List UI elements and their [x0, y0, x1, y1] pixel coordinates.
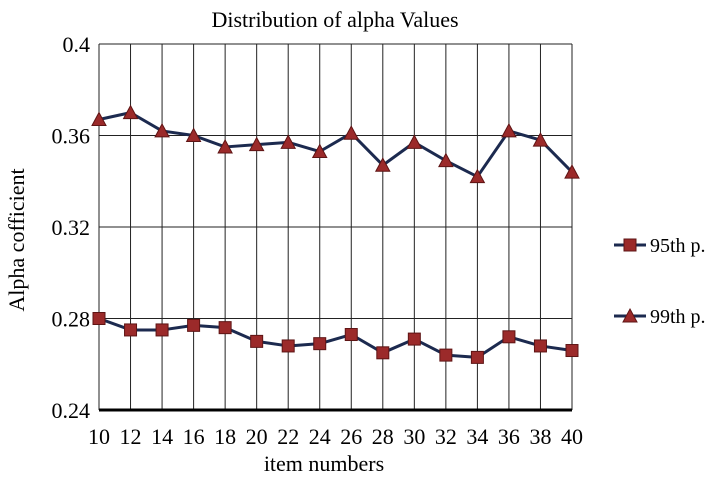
series-2 [91, 104, 580, 184]
data-point [313, 337, 327, 351]
data-point [92, 312, 106, 325]
y-tick-label: 0.4 [63, 32, 91, 57]
x-tick-label: 20 [246, 424, 268, 449]
grid [98, 43, 573, 410]
series-line [98, 111, 574, 179]
series-line [98, 317, 573, 359]
data-point [374, 157, 391, 172]
y-tick-label: 0.24 [52, 398, 91, 423]
data-point [122, 104, 139, 120]
data-point [124, 323, 138, 337]
data-point [344, 328, 358, 342]
data-point [376, 346, 390, 360]
data-point [564, 164, 580, 179]
legend-item: 99th p. [614, 306, 706, 328]
y-tick-label: 0.28 [52, 307, 91, 332]
legend-marker [622, 307, 638, 323]
data-point [470, 350, 484, 364]
x-tick-label: 16 [183, 424, 205, 449]
x-tick-label: 40 [561, 424, 583, 449]
legend-item: 95th p. [614, 235, 706, 257]
data-point [343, 125, 360, 140]
y-tick-label: 0.32 [52, 215, 91, 240]
chart-title: Distribution of alpha Values [211, 7, 458, 32]
data-point [185, 127, 202, 142]
x-tick-label: 22 [277, 424, 299, 449]
x-tick-label: 38 [529, 424, 551, 449]
data-point [217, 138, 233, 154]
data-point [406, 134, 423, 149]
x-tick-label: 36 [498, 424, 520, 449]
x-tick-label: 18 [214, 424, 236, 449]
data-point [439, 348, 453, 362]
data-point [218, 321, 232, 335]
series-layer [91, 104, 580, 364]
x-tick-label: 30 [403, 424, 425, 449]
data-point [407, 332, 421, 346]
data-point [501, 122, 517, 138]
data-point [187, 318, 201, 332]
legend: 95th p. 99th p. [614, 235, 706, 328]
data-point [438, 152, 454, 168]
data-point [469, 168, 486, 184]
x-axis-title: item numbers [264, 451, 384, 476]
data-point [280, 134, 297, 149]
x-tick-label: 14 [151, 424, 173, 449]
data-point [155, 323, 169, 337]
legend-label: 95th p. [650, 235, 706, 257]
data-point [248, 136, 265, 152]
data-point [533, 339, 547, 353]
data-point [281, 339, 295, 353]
x-tick-label: 24 [309, 424, 331, 449]
x-tick-label: 32 [435, 424, 457, 449]
data-point [502, 330, 516, 344]
data-point [250, 334, 264, 348]
data-point [532, 132, 549, 147]
data-point [311, 143, 328, 159]
legend-marker [623, 238, 637, 252]
tick-labels: 0.24 0.28 0.32 0.36 0.4 10 12 14 16 18 20 22 24 26 28 3… [52, 32, 584, 449]
y-tick-label: 0.36 [52, 124, 91, 149]
legend-label: 99th p. [650, 306, 706, 328]
y-axis-title: Alpha cofficient [4, 168, 29, 311]
x-tick-label: 12 [120, 424, 142, 449]
x-tick-label: 10 [88, 424, 110, 449]
series-1 [92, 312, 579, 364]
data-point [154, 122, 170, 138]
x-tick-label: 28 [372, 424, 394, 449]
data-point [91, 111, 107, 126]
x-tick-label: 34 [466, 424, 488, 449]
data-point [565, 344, 579, 358]
x-tick-label: 26 [340, 424, 362, 449]
